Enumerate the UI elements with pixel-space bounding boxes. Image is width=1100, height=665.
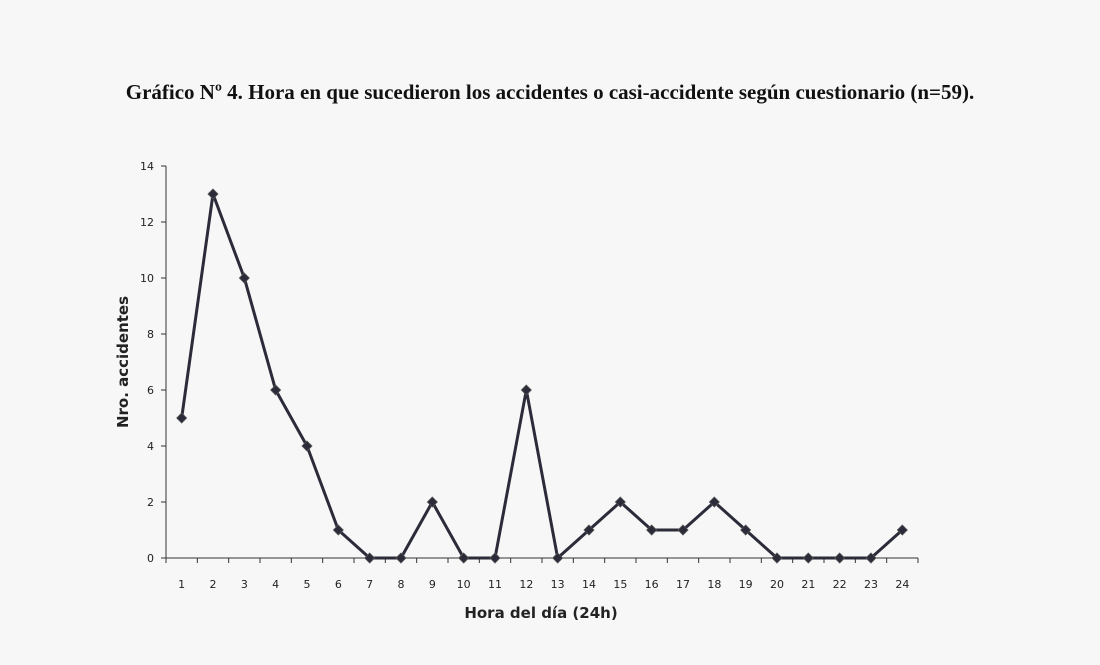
data-point-marker [552,552,564,564]
y-tick-label: 8 [147,328,154,341]
y-tick-label: 14 [140,160,154,173]
x-tick-label: 6 [335,578,342,591]
x-tick-label: 10 [457,578,471,591]
y-tick-label: 2 [147,496,154,509]
y-tick-label: 12 [140,216,154,229]
data-point-marker [865,552,877,564]
x-tick-label: 13 [551,578,565,591]
x-tick-label: 14 [582,578,596,591]
data-point-marker [364,552,376,564]
data-point-marker [708,496,720,508]
x-tick-label: 16 [645,578,659,591]
data-point-marker [301,440,313,452]
x-tick-label: 17 [676,578,690,591]
x-axis-ticks: 1 2 3 4 5 6 7 8 9 10 11 12 13 14 15 16 17 18 19 20 21 22 23 24 [165,558,919,591]
data-point-marker [614,496,626,508]
data-point-marker [395,552,407,564]
data-point-marker [426,496,438,508]
y-axis-title: Nro. accidentes [114,296,132,428]
data-point-marker [332,524,344,536]
data-point-marker [771,552,783,564]
y-tick-label: 4 [147,440,154,453]
chart-axes [165,166,918,559]
data-point-marker [176,412,188,424]
x-tick-label: 5 [304,578,311,591]
data-point-marker [802,552,814,564]
data-point-marker [520,384,532,396]
x-tick-label: 3 [241,578,248,591]
x-axis-title: Hora del día (24h) [464,604,617,622]
data-point-marker [646,524,658,536]
data-point-marker [677,524,689,536]
data-point-marker [896,524,908,536]
y-tick-label: 6 [147,384,154,397]
x-tick-label: 18 [707,578,721,591]
data-point-marker [834,552,846,564]
y-tick-label: 10 [140,272,154,285]
chart-title: Gráfico Nº 4. Hora en que sucedieron los… [125,80,975,104]
data-point-marker [207,188,219,200]
data-point-marker [489,552,501,564]
x-tick-label: 22 [833,578,847,591]
y-tick-label: 0 [147,552,154,565]
x-tick-label: 8 [398,578,405,591]
data-point-marker [270,384,282,396]
data-point-marker [583,524,595,536]
x-tick-label: 20 [770,578,784,591]
x-tick-label: 7 [366,578,373,591]
x-tick-label: 9 [429,578,436,591]
data-point-marker [458,552,470,564]
x-tick-label: 23 [864,578,878,591]
x-tick-label: 11 [488,578,502,591]
x-tick-label: 4 [272,578,279,591]
series-layer [176,188,908,564]
x-tick-label: 19 [739,578,753,591]
x-tick-label: 21 [801,578,815,591]
x-tick-label: 2 [210,578,217,591]
series-line [180,193,904,561]
x-tick-label: 1 [178,578,185,591]
y-axis-ticks: 0 2 4 6 8 10 12 14 [140,160,166,565]
data-point-marker [238,272,250,284]
x-tick-label: 24 [895,578,909,591]
x-tick-label: 15 [613,578,627,591]
data-point-marker [740,524,752,536]
x-tick-label: 12 [519,578,533,591]
